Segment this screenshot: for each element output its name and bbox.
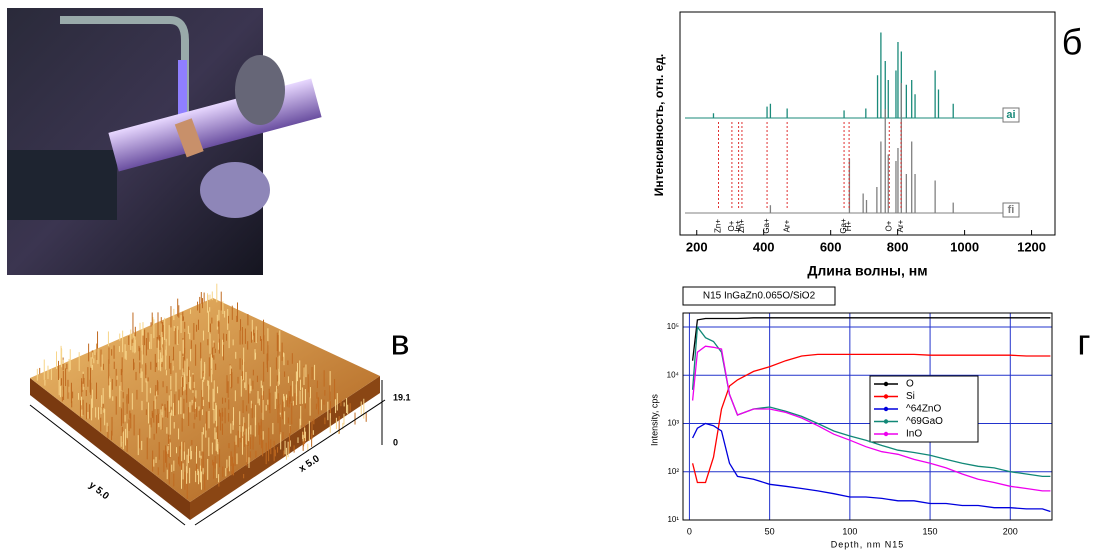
x-tick-label: 0: [687, 526, 692, 536]
legend-marker: [883, 419, 889, 424]
annotation-label: In+: [734, 220, 743, 232]
annotation-label: Zn+: [714, 219, 723, 233]
y-tick-label: 10⁴: [667, 370, 680, 379]
legend-label: O: [906, 379, 914, 390]
z-min-label: 0: [393, 437, 398, 447]
annotation-label: Ga+: [839, 218, 848, 234]
chart-title: N15 InGaZn0.065O/SiO2: [703, 291, 816, 302]
surface-texture: [36, 283, 367, 500]
y-tick-label: 10²: [667, 467, 679, 476]
y-tick-label: 10⁵: [667, 322, 679, 331]
x-tick-label: 1200: [1017, 239, 1046, 254]
legend-marker: [883, 431, 889, 437]
legend-label: ai: [1006, 109, 1015, 121]
legend-label: ^69GaO: [906, 416, 943, 427]
series-line: [691, 353, 1051, 484]
legend-box: [1002, 202, 1020, 218]
annotation-label: Ar+: [782, 219, 791, 232]
afm-surface: [29, 283, 386, 526]
annotation-label: Ar+: [896, 219, 905, 232]
legend-label: InO: [906, 429, 922, 440]
y-tick-label: 10³: [667, 419, 679, 428]
y-axis-label: Intensity, cps: [649, 394, 659, 446]
series-line: [691, 345, 1051, 492]
x-tick-label: 1000: [950, 239, 979, 254]
annotation-label: O+: [727, 220, 736, 231]
x-tick-label: 200: [1003, 526, 1018, 536]
x-tick-label: 800: [887, 239, 909, 254]
y-tick-label: 10¹: [667, 515, 679, 524]
x-tick-label: 50: [765, 526, 775, 536]
annotation-label: O+: [884, 220, 893, 231]
x-axis-label: Длина волны, нм: [807, 263, 927, 279]
legend-label: fi: [1008, 204, 1015, 216]
x-tick-label: 100: [842, 526, 857, 536]
z-max-label: 19.1: [393, 392, 411, 402]
legend-marker: [883, 394, 889, 399]
panel-label: в: [390, 322, 409, 363]
x-tick-label: 200: [686, 239, 708, 254]
x-tick-label: 400: [753, 239, 775, 254]
x-axis-label: Depth, nm N15: [831, 539, 905, 549]
panel-label: б: [1062, 22, 1083, 63]
annotation-label: Zn+: [737, 219, 746, 233]
afm-y-label: y 5.0: [87, 480, 112, 503]
title-box: [682, 286, 836, 306]
annotation-label: Ga+: [762, 218, 771, 234]
legend-label: Si: [906, 391, 915, 402]
x-tick-label: 150: [923, 526, 938, 536]
legend-label: ^64ZnO: [906, 404, 941, 415]
annotation-label: H+: [844, 220, 853, 231]
y-axis-label: Интенсивность, отн. ед.: [652, 54, 666, 197]
panel-label: г: [1077, 322, 1090, 363]
legend-marker: [883, 406, 889, 412]
photo: [7, 8, 322, 275]
series-line: [691, 317, 1051, 361]
x-tick-label: 600: [820, 239, 842, 254]
series-line: [692, 422, 1051, 513]
legend-marker: [883, 381, 889, 387]
panel-label: а: [380, 22, 401, 63]
plot-frame: [682, 312, 1053, 521]
plot-frame: [679, 11, 1056, 236]
afm-x-label: x 5.0: [297, 453, 322, 475]
legend-box: [1002, 107, 1020, 123]
